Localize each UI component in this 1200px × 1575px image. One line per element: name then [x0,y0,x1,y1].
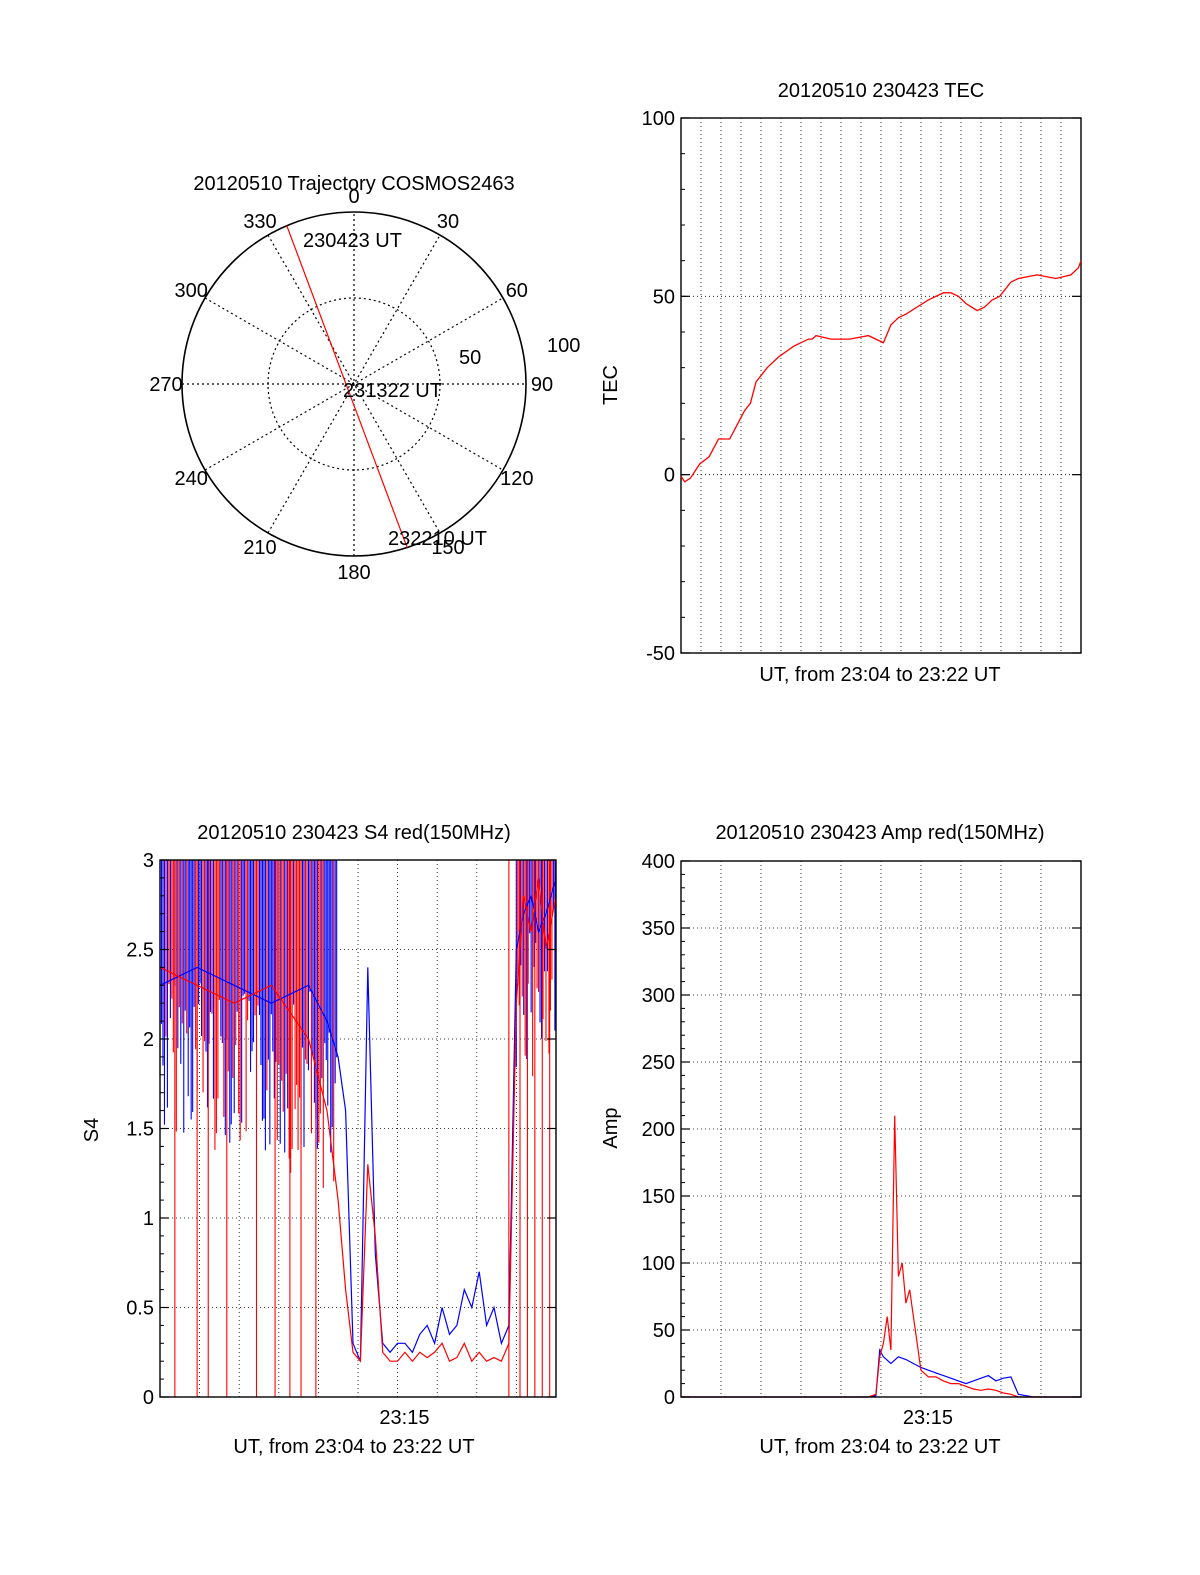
polar-angle-labels: 0 30 60 90 120 150 180 210 240 270 300 330 [149,186,553,584]
polar-angle-label-120: 120 [500,468,533,490]
polar-outer-circle [181,211,527,557]
polar-radius-label-100: 100 [547,335,580,357]
amp-series-red [681,1115,1081,1398]
s4-ytick-label: 3 [143,850,154,872]
polar-angle-label-150: 150 [431,537,464,559]
track-label-start: 230423 UT [303,230,402,252]
amp-plot: 20120510 230423 Amp red(150MHz) 0 50 100 15… [600,822,1082,1458]
amp-title: 20120510 230423 Amp red(150MHz) [715,822,1044,844]
tec-grid [681,118,1081,653]
polar-plot: 20120510 Trajectory COSMOS2463 0 30 60 90 12… [149,173,580,584]
amp-ylabel: Amp [600,1107,622,1148]
tec-xlabel: UT, from 23:04 to 23:22 UT [759,664,1000,686]
s4-ytick-label: 1.5 [126,1119,154,1141]
tec-y-ticks: -50 0 50 100 [642,108,1081,665]
s4-x-ticks: 23:15 [379,1407,429,1429]
s4-xlabel: UT, from 23:04 to 23:22 UT [233,1436,474,1458]
s4-title: 20120510 230423 S4 red(150MHz) [197,822,511,844]
amp-ytick-label: 150 [642,1186,675,1208]
tec-series-red [680,260,1082,483]
polar-inner-circle [267,297,441,471]
tec-frame [680,117,1082,654]
track-label-end: 232210 UT [388,528,487,550]
tec-ytick-label: -50 [646,643,675,665]
polar-angle-label-0: 0 [348,186,359,208]
s4-ytick-label: 2 [143,1029,154,1051]
amp-ytick-label: 350 [642,918,675,940]
polar-angle-label-300: 300 [174,280,207,302]
amp-grid [681,861,1081,1397]
tec-ytick-label: 100 [642,108,675,130]
amp-ytick-label: 250 [642,1052,675,1074]
polar-angle-label-270: 270 [149,374,182,396]
polar-angle-label-330: 330 [243,211,276,233]
tec-plot: 20120510 230423 TEC -50 0 50 100 UT, from 2… [600,80,1082,686]
s4-series-red [159,877,557,1363]
amp-ytick-label: 200 [642,1119,675,1141]
s4-y-ticks: 0 0.5 1 1.5 2 2.5 3 [126,850,556,1409]
amp-x-ticks: 23:15 [903,1407,953,1429]
s4-ytick-label: 1 [143,1208,154,1230]
polar-angle-label-240: 240 [174,468,207,490]
track-label-mid: 231322 UT [343,380,442,402]
s4-ytick-label: 0 [143,1387,154,1409]
tec-ylabel: TEC [600,365,622,405]
s4-plot: 20120510 230423 S4 red(150MHz) 0 0.5 1 1.5 2… [81,822,557,1458]
amp-ytick-label: 400 [642,851,675,873]
amp-ytick-label: 50 [653,1320,675,1342]
amp-ytick-label: 300 [642,985,675,1007]
polar-angle-label-30: 30 [437,211,459,233]
trajectory-line [286,225,408,548]
s4-spikes [159,860,556,1397]
polar-radius-label-50: 50 [459,347,481,369]
s4-xtick-label: 23:15 [379,1407,429,1429]
polar-grid [182,212,526,556]
amp-xlabel: UT, from 23:04 to 23:22 UT [759,1436,1000,1458]
s4-ytick-label: 0.5 [126,1298,154,1320]
amp-ytick-label: 0 [664,1387,675,1409]
polar-angle-label-210: 210 [243,537,276,559]
polar-spoke-150 [267,234,441,534]
polar-angle-label-60: 60 [506,280,528,302]
tec-ytick-label: 50 [653,286,675,308]
amp-ytick-label: 100 [642,1253,675,1275]
amp-y-ticks: 0 50 100 150 200 250 300 350 400 [642,851,1081,1409]
tec-ytick-label: 0 [664,465,675,487]
polar-angle-label-180: 180 [337,562,370,584]
s4-ytick-label: 2.5 [126,940,154,962]
s4-ylabel: S4 [81,1118,103,1142]
polar-title: 20120510 Trajectory COSMOS2463 [193,173,514,195]
tec-title: 20120510 230423 TEC [778,80,984,102]
amp-xtick-label: 23:15 [903,1407,953,1429]
polar-angle-label-90: 90 [531,374,553,396]
